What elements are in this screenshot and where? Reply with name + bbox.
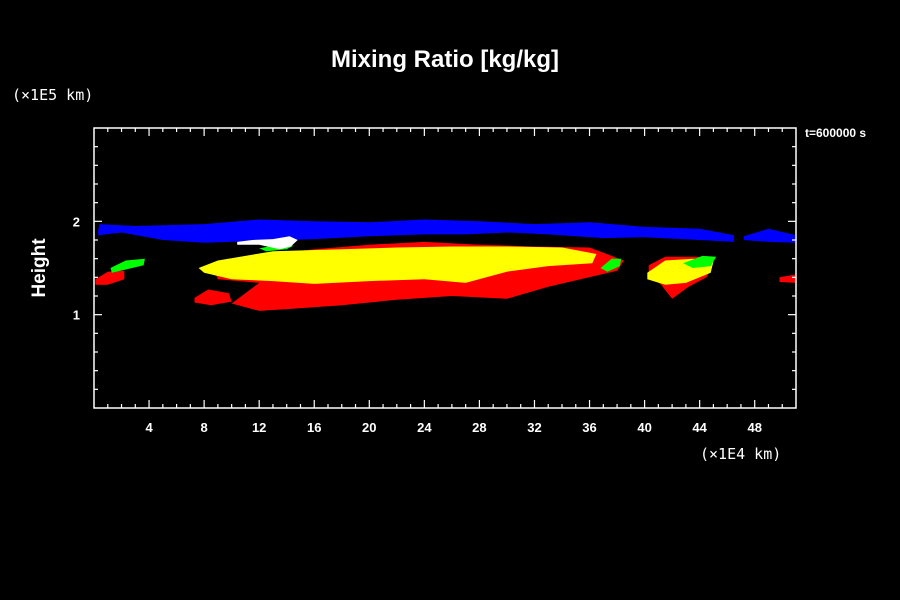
y-axis-unit-label: (×1E5 km) <box>12 86 94 104</box>
x-tick-label: 8 <box>201 420 208 435</box>
x-tick-label: 28 <box>472 420 486 435</box>
x-tick-label: 40 <box>637 420 651 435</box>
x-axis-unit-label: (×1E4 km) <box>700 445 782 463</box>
field-regions <box>95 219 796 311</box>
x-tick-label: 20 <box>362 420 376 435</box>
field-region <box>198 246 597 284</box>
field-region <box>683 255 717 268</box>
x-tick-label: 32 <box>527 420 541 435</box>
x-tick-label: 24 <box>417 420 432 435</box>
axis-ticks <box>94 128 796 408</box>
x-tick-label: 48 <box>747 420 761 435</box>
x-tick-label: 12 <box>252 420 266 435</box>
y-tick-label: 2 <box>73 214 80 229</box>
field-region <box>110 258 145 273</box>
field-region <box>600 258 622 272</box>
x-tick-label: 16 <box>307 420 321 435</box>
field-region <box>194 289 232 306</box>
x-tick-label: 44 <box>692 420 707 435</box>
field-region <box>237 236 298 250</box>
x-tick-label: 36 <box>582 420 596 435</box>
x-tick-label: 4 <box>145 420 153 435</box>
field-region <box>95 270 125 285</box>
plot-frame <box>93 127 797 409</box>
field-region <box>98 219 735 243</box>
field-region <box>779 274 796 283</box>
y-tick-label: 1 <box>73 308 80 323</box>
chart-title: Mixing Ratio [kg/kg] <box>331 46 559 73</box>
field-region <box>743 228 796 243</box>
time-label: t=600000 s <box>805 126 867 140</box>
